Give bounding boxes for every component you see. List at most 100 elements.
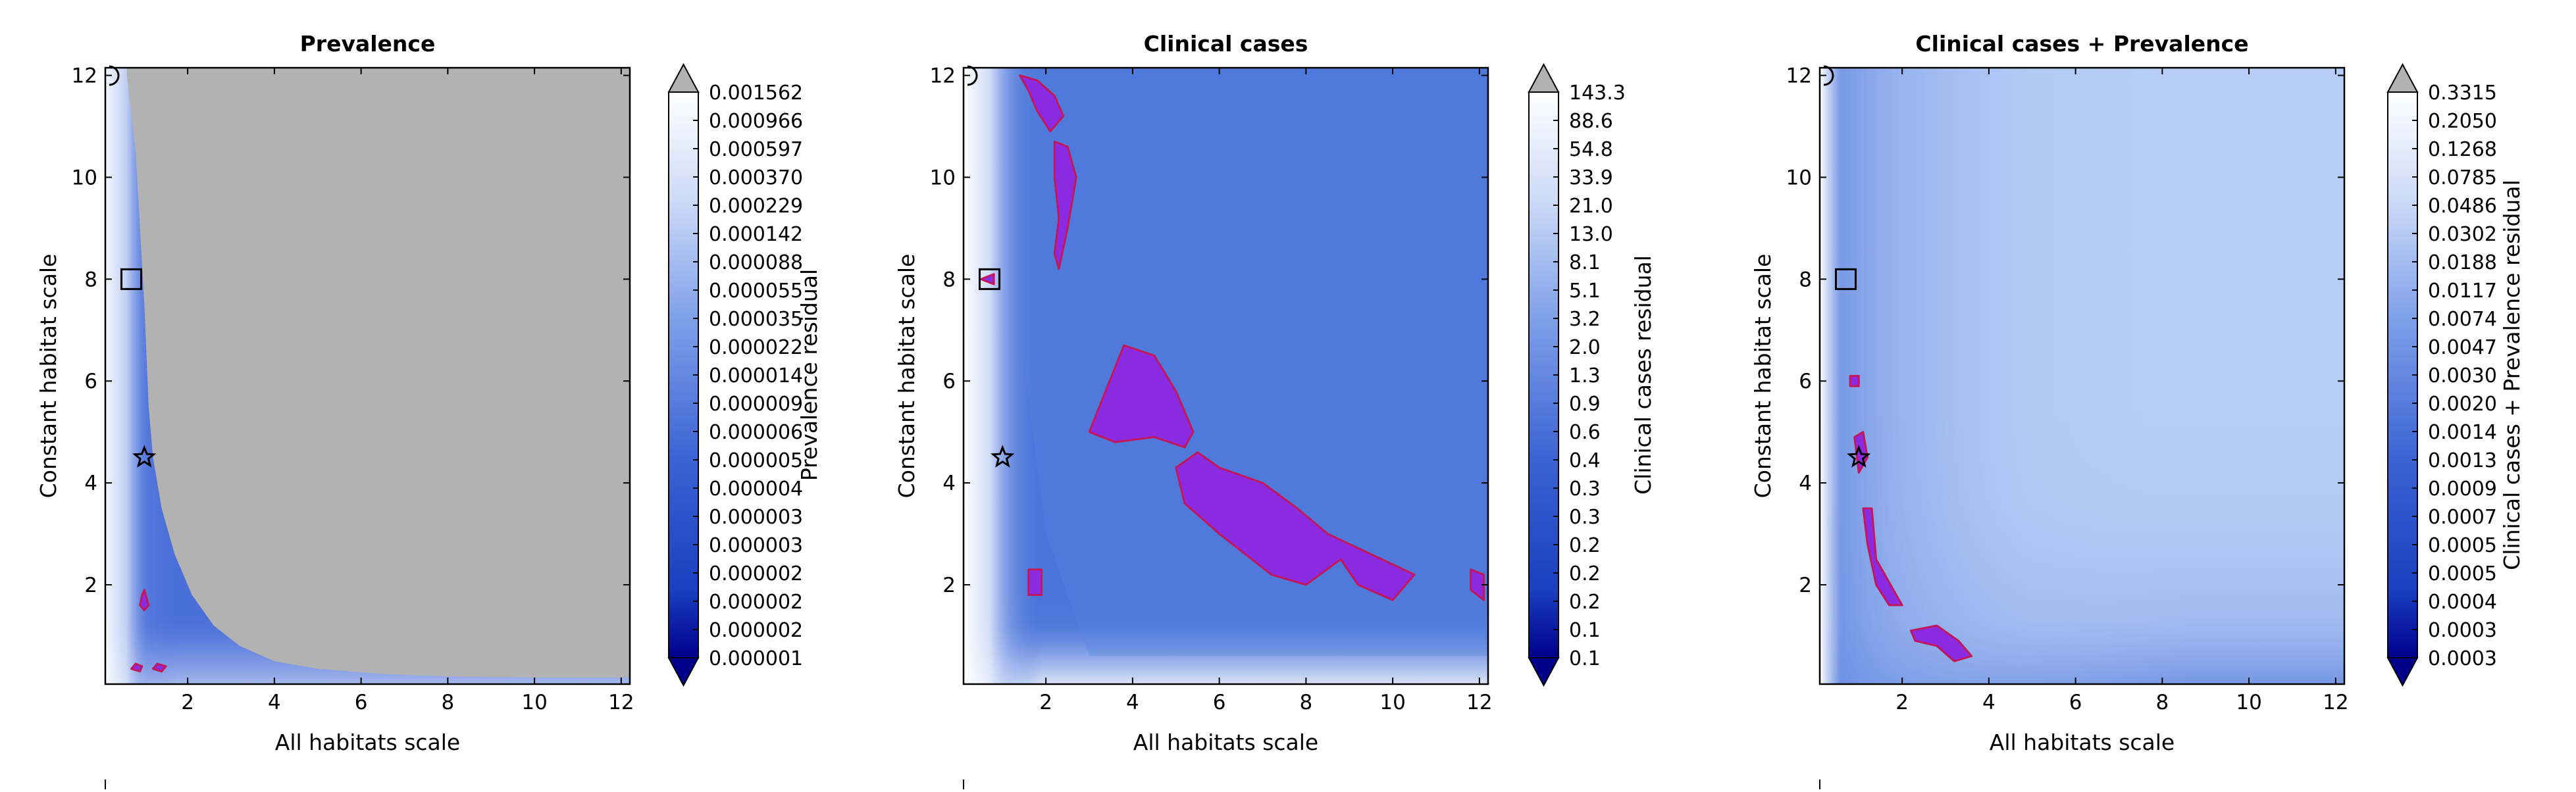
y-tick-label: 4 — [942, 472, 956, 495]
highlight-region — [139, 589, 150, 612]
panel-2: 2 4 6 8 10 12 2 4 6 8 10 12 Clinical cases All habita… — [894, 31, 1656, 789]
heatmap-field — [964, 68, 1488, 684]
x-tick-label: 2 — [181, 691, 194, 714]
colorbar-tick-label: 0.0005 — [2428, 562, 2497, 585]
panel-3: 2 4 6 8 10 12 2 4 6 8 10 12 Clinical cases + Prevale… — [1750, 31, 2525, 789]
x-tick-label: 12 — [2323, 691, 2348, 714]
colorbar-tick-label: 5.1 — [1569, 280, 1601, 303]
star-marker — [991, 445, 1015, 468]
colorbar-under-triangle — [1528, 657, 1560, 687]
x-tick-label: 10 — [1379, 691, 1405, 714]
colorbar-tick-label: 13.0 — [1569, 223, 1613, 246]
heatmap-gradient-horizontal — [1820, 68, 2344, 684]
colorbar-tick-label: 0.000003 — [709, 506, 803, 529]
y-tick-label: 2 — [1799, 574, 1812, 597]
colorbar-tick-label: 0.0188 — [2428, 251, 2497, 274]
y-tick-label: 4 — [1799, 472, 1812, 495]
colorbar-tick-label: 0.000014 — [709, 364, 803, 387]
half-circle-marker — [109, 65, 120, 86]
colorbar: 143.3 88.6 54.8 33.9 21.0 13.0 8.1 5.1 3.2 2.0 1.3… — [1528, 62, 1656, 687]
heatmap-field — [105, 68, 630, 684]
grey-region — [126, 68, 630, 678]
x-tick-label: 12 — [608, 691, 634, 714]
y-tick-label: 2 — [84, 574, 97, 597]
x-axis-label: All habitats scale — [1133, 730, 1318, 755]
colorbar-tick-label: 0.000035 — [709, 308, 803, 331]
x-tick-label: 6 — [1213, 691, 1226, 714]
y-tick-label: 6 — [942, 370, 956, 393]
colorbar-tick-label: 8.1 — [1569, 251, 1601, 274]
colorbar-tick-label: 0.1 — [1569, 619, 1601, 642]
colorbar-tick-label: 0.000088 — [709, 251, 803, 274]
heatmap-field — [1820, 68, 2344, 684]
colorbar-tick-label: 1.3 — [1569, 364, 1601, 387]
x-tick-label: 4 — [1126, 691, 1139, 714]
colorbar-tick-label: 0.000370 — [709, 166, 803, 189]
x-tick-label: 8 — [1299, 691, 1312, 714]
colorbar-tick-label: 0.9 — [1569, 393, 1601, 416]
colorbar-label: Prevalence residual — [796, 269, 822, 481]
colorbar-tick-label: 0.0486 — [2428, 195, 2497, 218]
axes-frame — [1818, 66, 2346, 685]
y-tick-label: 12 — [930, 64, 956, 88]
y-axis-label: Constant habitat scale — [894, 254, 919, 499]
square-marker — [120, 268, 143, 290]
half-circle-marker — [1823, 65, 1834, 86]
colorbar-tick-label: 54.8 — [1569, 138, 1613, 161]
colorbar-tick-label: 0.0013 — [2428, 449, 2497, 472]
chart-title: Prevalence — [300, 31, 436, 57]
highlight-region — [130, 662, 143, 673]
colorbar-tick-label: 0.0003 — [2428, 619, 2497, 642]
colorbar-tick-label: 0.0047 — [2428, 336, 2497, 359]
highlight-region — [1175, 451, 1416, 601]
colorbar-tick-label: 0.3 — [1569, 506, 1601, 529]
x-tick-label: 2 — [1039, 691, 1052, 714]
highlight-region — [1027, 568, 1043, 596]
x-tick-label: 8 — [441, 691, 454, 714]
colorbar-tick-label: 0.000142 — [709, 223, 803, 246]
colorbar-tick-label: 0.000006 — [709, 421, 803, 444]
colorbar-over-triangle — [2386, 62, 2419, 93]
colorbar-tick-label: 0.000022 — [709, 336, 803, 359]
highlight-region — [1019, 74, 1064, 133]
y-tick-label: 8 — [84, 268, 97, 291]
y-tick-label: 6 — [1799, 370, 1812, 393]
colorbar-tick-label: 0.000002 — [709, 591, 803, 614]
colorbar-tick-label: 0.0020 — [2428, 393, 2497, 416]
colorbar-tick-label: 0.0014 — [2428, 421, 2497, 444]
colorbar-tick-label: 88.6 — [1569, 110, 1613, 133]
square-marker — [979, 268, 1001, 290]
colorbar-tick-label: 0.0003 — [2428, 647, 2497, 670]
y-tick-label: 2 — [942, 574, 956, 597]
y-tick-label: 8 — [1799, 268, 1812, 291]
highlight-region — [1909, 624, 1973, 662]
x-axis-label: All habitats scale — [1990, 730, 2175, 755]
y-tick-label: 12 — [72, 64, 97, 88]
colorbar-tick-label: 0.2 — [1569, 562, 1601, 585]
heatmap-lighter-band — [1019, 68, 1488, 656]
colorbar-tick-label: 0.0007 — [2428, 506, 2497, 529]
colorbar-tick-label: 33.9 — [1569, 166, 1613, 189]
y-tick-label: 10 — [930, 166, 956, 189]
chart-title: Clinical cases — [1144, 31, 1308, 57]
highlight-region — [1470, 568, 1485, 601]
colorbar-tick-label: 0.0302 — [2428, 223, 2497, 246]
y-axis-label: Constant habitat scale — [1750, 254, 1776, 499]
colorbar-tick-label: 143.3 — [1569, 82, 1626, 105]
colorbar-tick-label: 21.0 — [1569, 195, 1613, 218]
colorbar-tick-label: 0.1268 — [2428, 138, 2497, 161]
colorbar-tick-label: 0.000001 — [709, 647, 803, 670]
colorbar-tick-label: 0.0030 — [2428, 364, 2497, 387]
y-tick-label: 6 — [84, 370, 97, 393]
highlight-region — [1849, 375, 1860, 387]
colorbar-tick-label: 0.000002 — [709, 619, 803, 642]
colorbar-tick-label: 0.2 — [1569, 591, 1601, 614]
x-tick-label: 2 — [1895, 691, 1909, 714]
colorbar-under-triangle — [667, 657, 700, 687]
colorbar-tick-label: 0.0074 — [2428, 308, 2497, 331]
x-tick-label: 6 — [2069, 691, 2082, 714]
colorbar-tick-label: 0.0009 — [2428, 478, 2497, 501]
x-axis-label: All habitats scale — [275, 730, 460, 755]
y-axis-label: Constant habitat scale — [36, 254, 61, 499]
